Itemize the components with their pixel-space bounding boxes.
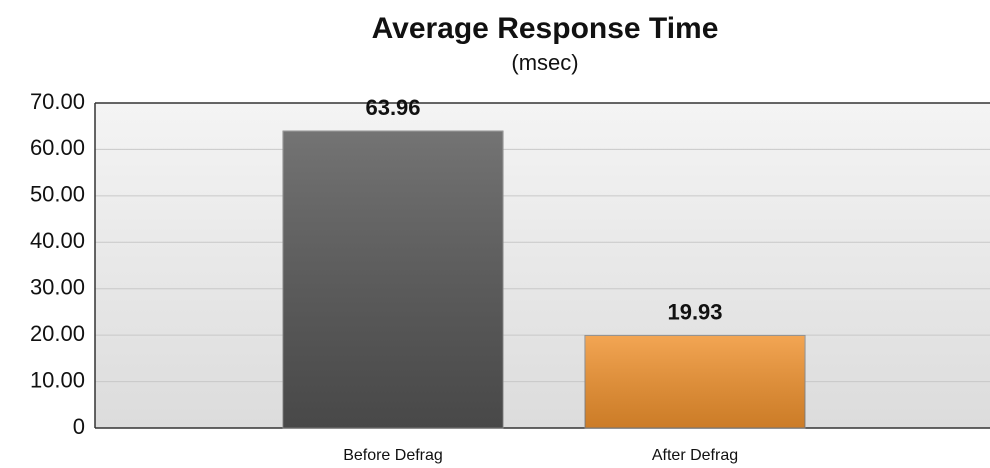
y-tick-label: 0: [73, 414, 85, 439]
y-tick-label: 70.00: [30, 89, 85, 114]
data-label: 19.93: [667, 299, 722, 324]
y-tick-label: 10.00: [30, 367, 85, 392]
bar-shade: [585, 335, 805, 428]
chart-subtitle: (msec): [511, 50, 578, 75]
data-label: 63.96: [365, 95, 420, 120]
y-tick-label: 20.00: [30, 321, 85, 346]
chart-title: Average Response Time: [372, 12, 719, 45]
bar-shade: [283, 131, 503, 429]
x-tick-label: After Defrag: [652, 447, 738, 464]
y-tick-label: 60.00: [30, 135, 85, 160]
y-tick-label: 50.00: [30, 182, 85, 207]
plot-area: [95, 103, 990, 428]
y-tick-label: 30.00: [30, 275, 85, 300]
x-tick-label: Before Defrag: [343, 447, 443, 464]
y-tick-label: 40.00: [30, 228, 85, 253]
